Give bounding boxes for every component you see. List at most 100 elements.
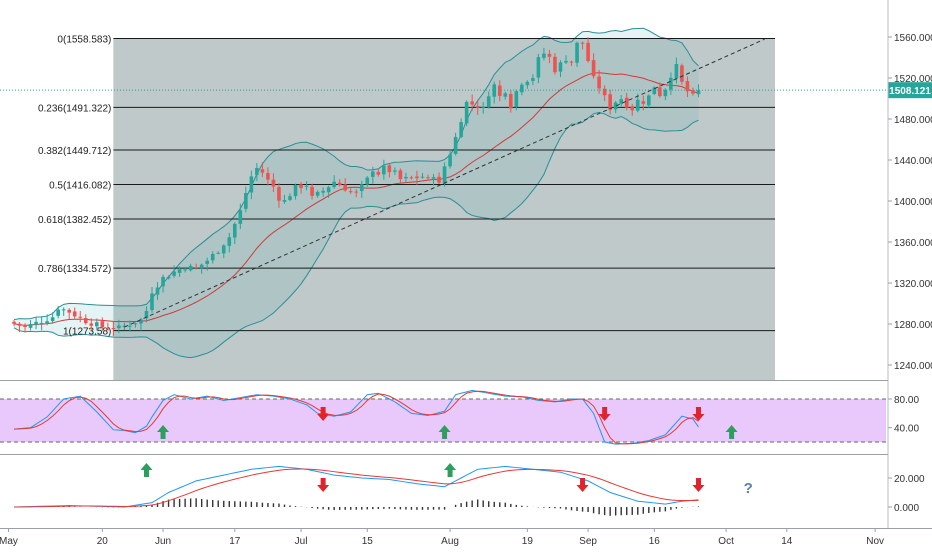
candle	[56, 305, 60, 319]
candle-body	[641, 101, 646, 104]
candle	[685, 76, 690, 98]
arrow-down-icon	[317, 407, 330, 421]
time-tick-label-2: Jun	[155, 536, 171, 547]
candle	[547, 49, 552, 64]
candle-body	[39, 322, 44, 324]
candle	[78, 310, 83, 323]
candle	[453, 132, 458, 156]
candle	[133, 322, 138, 328]
price-tick-label-6: 1320.000	[894, 279, 932, 290]
fib-label-3: 0.5(1416.082)	[49, 181, 111, 192]
candle-body	[150, 293, 154, 311]
candle-body	[580, 42, 585, 44]
candle	[409, 175, 414, 180]
candle	[630, 103, 635, 116]
candle	[497, 80, 502, 102]
stochastic-signal-2	[438, 425, 451, 439]
arrow-down-icon	[692, 407, 705, 421]
candle-body	[194, 267, 198, 269]
candle	[277, 183, 281, 208]
candle-body	[45, 321, 49, 324]
candle-body	[674, 63, 679, 79]
candle	[139, 317, 143, 331]
price-tick-label-1: 1520.000	[894, 74, 932, 85]
candle-body	[503, 93, 508, 97]
stochastic-signal-1	[317, 407, 330, 421]
macd-signal-2	[444, 463, 457, 477]
price-tick-label-8: 1240.000	[894, 361, 932, 372]
candle-body	[277, 187, 281, 201]
stochastic-d-line	[13, 390, 699, 445]
candle-body	[288, 196, 292, 200]
candle	[376, 168, 381, 177]
candle-body	[166, 276, 171, 279]
candle-body	[348, 191, 353, 193]
stochastic-signal-4	[692, 407, 705, 421]
candle	[304, 181, 309, 191]
candle-body	[100, 321, 105, 328]
candle-body	[382, 165, 386, 175]
candle-body	[210, 253, 215, 261]
candle	[72, 307, 77, 319]
candle	[326, 185, 331, 198]
candle	[696, 84, 701, 98]
bollinger-lower-band	[13, 111, 699, 359]
candle-body	[486, 96, 491, 108]
candle	[45, 314, 49, 326]
candle	[619, 95, 623, 107]
candle-body	[321, 190, 325, 193]
candle	[83, 314, 88, 325]
candle-body	[111, 328, 116, 330]
arrow-down-icon	[692, 478, 705, 492]
candle-body	[398, 170, 403, 180]
macd-signal-1	[317, 478, 330, 492]
candle-body	[122, 325, 127, 327]
candle	[348, 188, 353, 194]
candle-body	[525, 81, 530, 86]
candle-body	[128, 325, 132, 327]
price-tick-label-2: 1480.000	[894, 115, 932, 126]
candle	[658, 82, 662, 98]
stoch-tick-label-1: 40.00	[894, 424, 919, 435]
time-tick-label-10: Oct	[718, 536, 734, 547]
candle	[255, 162, 259, 182]
candle-body	[426, 177, 430, 179]
price-tick-label-7: 1280.000	[894, 320, 932, 331]
candle-body	[685, 81, 690, 92]
arrow-up-icon	[140, 463, 153, 477]
candle	[514, 89, 519, 111]
fib-label-2: 0.382(1449.712)	[38, 146, 111, 157]
time-tick-label-7: 19	[522, 536, 534, 547]
candle	[238, 203, 243, 230]
candle	[122, 322, 127, 331]
candle	[271, 173, 276, 193]
arrow-down-icon	[317, 478, 330, 492]
candle	[155, 282, 160, 300]
candle	[260, 162, 265, 178]
candle	[420, 172, 425, 179]
candle-body	[663, 89, 668, 97]
candle	[553, 53, 557, 75]
time-tick-label-5: 15	[362, 536, 374, 547]
candle-body	[464, 101, 469, 124]
candle	[244, 186, 248, 213]
candle-body	[393, 170, 397, 172]
candle-body	[492, 84, 497, 97]
time-tick-label-12: Nov	[866, 536, 884, 547]
fib-label-6: 1(1273.58)	[63, 327, 111, 338]
candle-body	[72, 311, 77, 317]
time-tick-label-1: 20	[97, 536, 109, 547]
price-tick-label-0: 1560.000	[894, 33, 932, 44]
candle	[431, 173, 436, 186]
candle-body	[558, 62, 563, 72]
candle	[144, 306, 149, 323]
bollinger-basis	[13, 72, 699, 326]
candle	[166, 275, 171, 280]
stochastic-signal-3	[598, 407, 611, 421]
candle-body	[205, 260, 209, 264]
candle	[288, 193, 292, 202]
candle	[464, 100, 469, 127]
candle-body	[547, 53, 552, 57]
